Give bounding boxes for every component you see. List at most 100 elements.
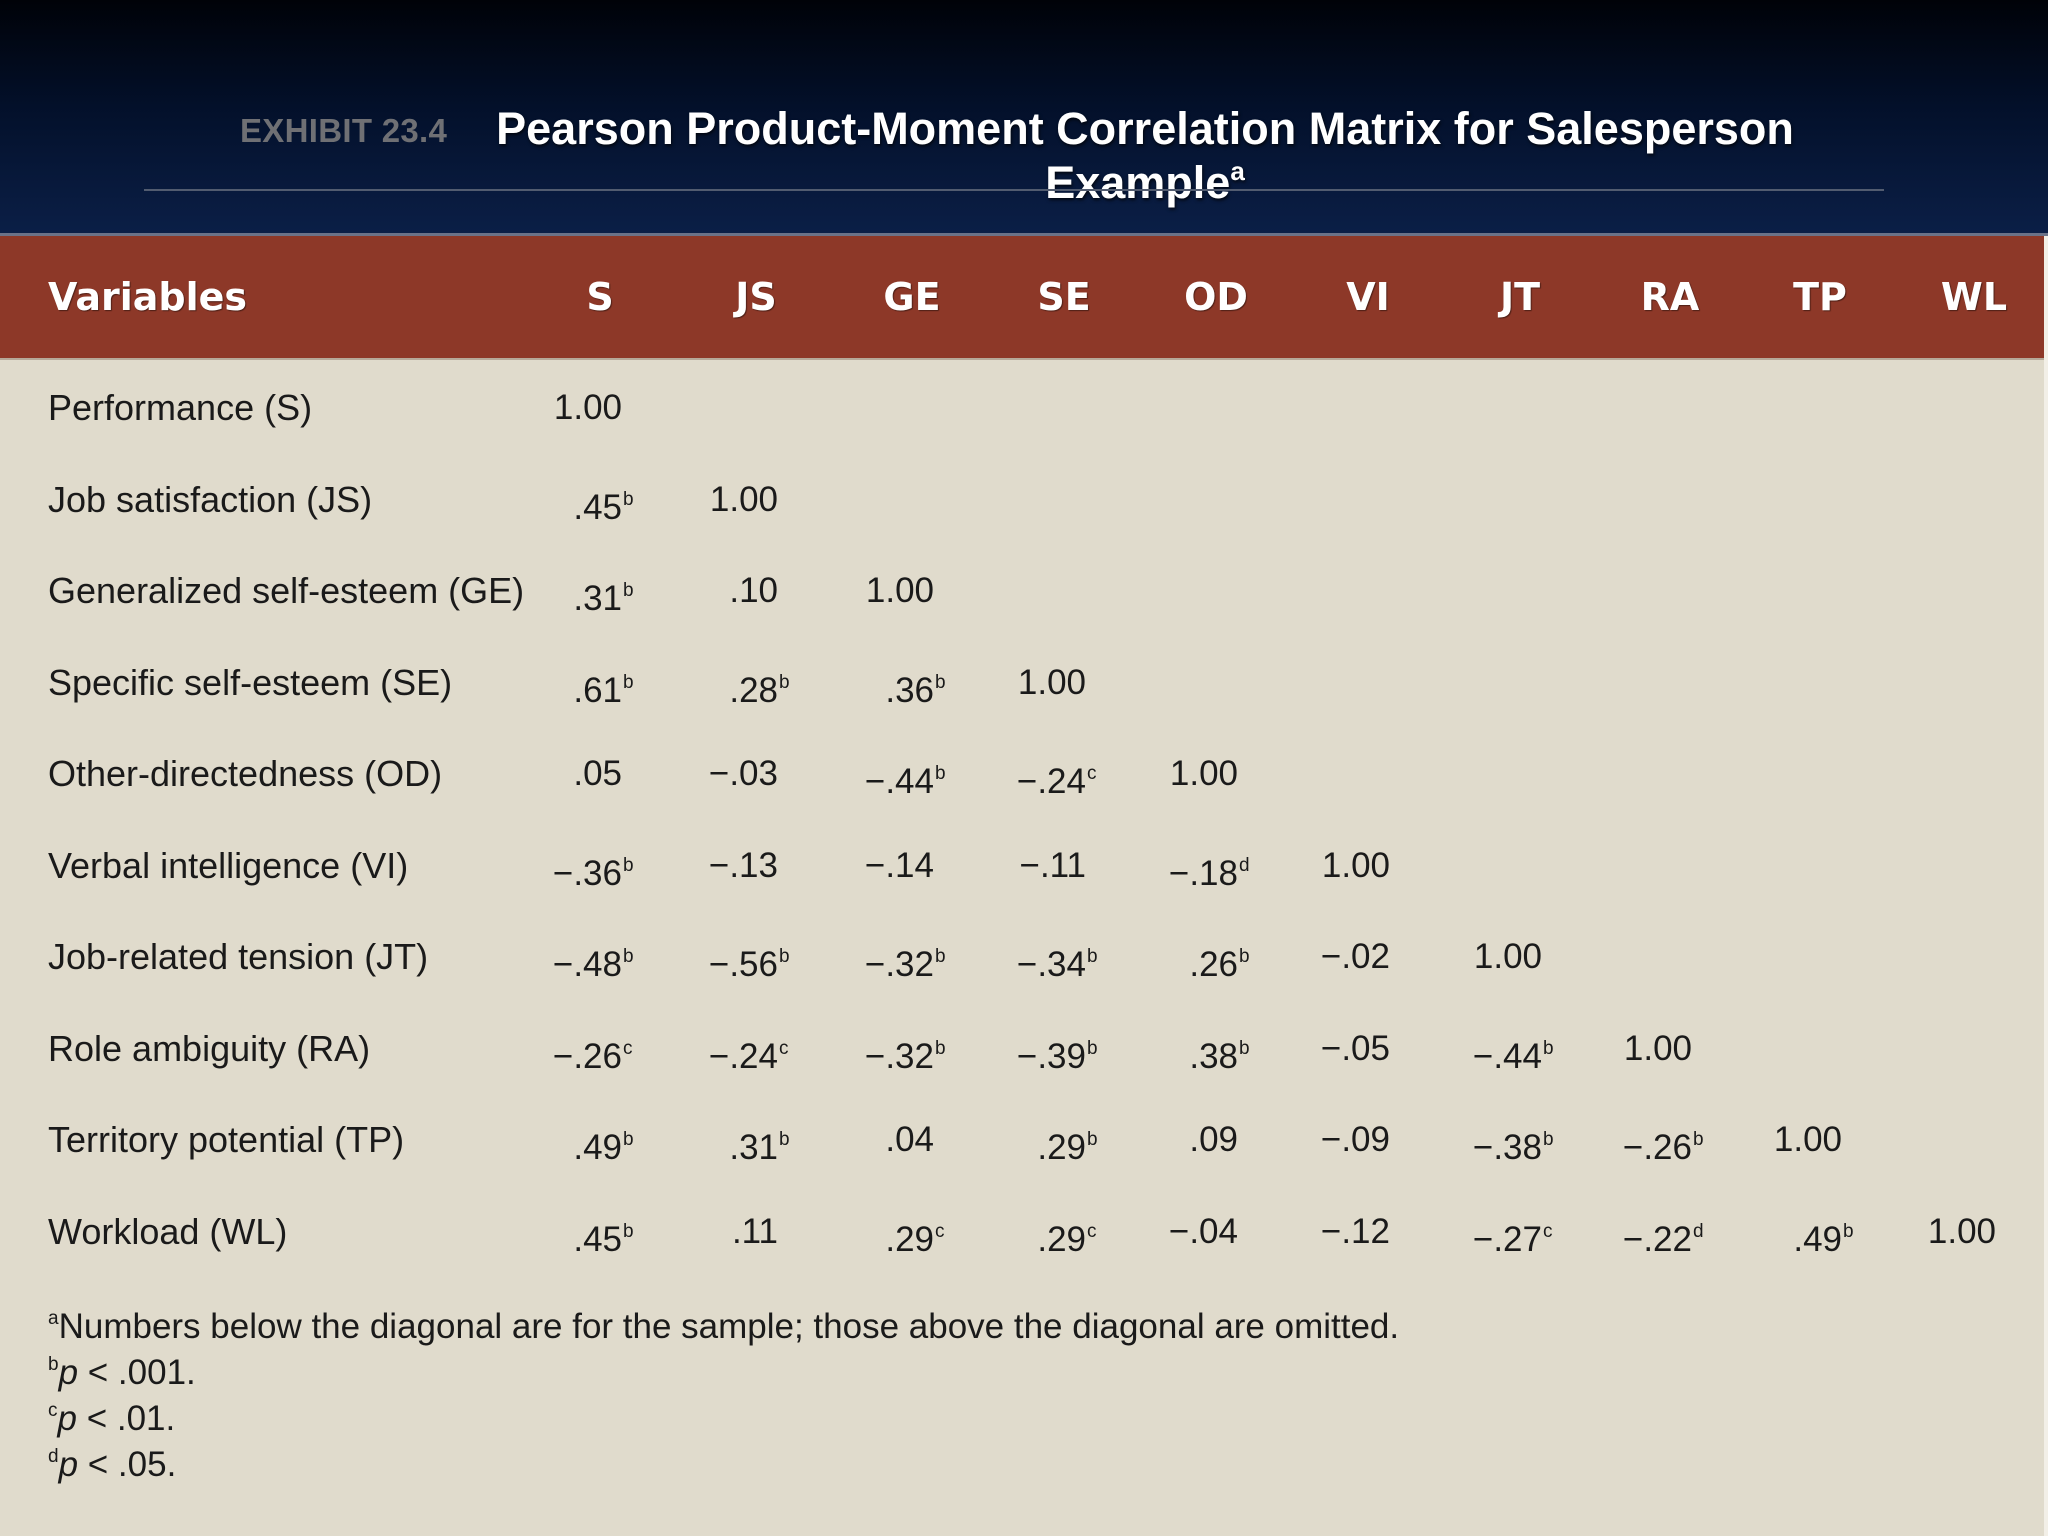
- column-header-wl: WL: [1940, 275, 2008, 319]
- cell-value: 1.00: [1773, 1120, 1842, 1159]
- table-cell: −.03: [686, 728, 826, 820]
- table-cell: .61b: [530, 637, 670, 729]
- table-cell: 1.00: [1600, 1003, 1740, 1095]
- column-header-s: S: [586, 275, 614, 319]
- significance-mark: b: [623, 671, 634, 693]
- table-header-row: Variables S JS GE SE OD VI JT RA TP WL: [0, 236, 2048, 360]
- significance-mark: b: [1087, 1129, 1098, 1150]
- table-cell: .26b: [1146, 911, 1286, 1003]
- table-cell: −.18d: [1146, 820, 1286, 912]
- cell-value: −.09: [1320, 1120, 1390, 1159]
- table-cell: .09: [1146, 1094, 1286, 1186]
- cell-value: −.32: [864, 945, 934, 984]
- table-cell: .49b: [1750, 1186, 1890, 1278]
- table-row: Other-directedness (OD) .05 −.03 −.44b −.24c…: [0, 728, 2048, 820]
- table-cell: .28b: [686, 637, 826, 729]
- table-cell: 1.00: [1750, 1094, 1890, 1186]
- header-band: EXHIBIT 23.4 Pearson Product-Moment Corr…: [0, 0, 2048, 236]
- table-cell: −.34b: [994, 911, 1134, 1003]
- significance-mark: c: [623, 1037, 633, 1059]
- table-row: Generalized self-esteem (GE) .31b .10 1.00: [0, 545, 2048, 637]
- p-symbol: p: [58, 1353, 79, 1392]
- significance-mark: b: [623, 946, 634, 967]
- p-symbol: p: [58, 1445, 79, 1484]
- cell-value: .31: [729, 1128, 778, 1167]
- row-label: Territory potential (TP): [48, 1119, 405, 1160]
- row-label: Workload (WL): [48, 1210, 288, 1252]
- column-header-tp: TP: [1793, 275, 1847, 319]
- cell-value: .38: [1189, 1036, 1238, 1076]
- row-label: Generalized self-esteem (GE): [48, 570, 525, 611]
- column-header-variables: Variables: [48, 275, 247, 319]
- significance-mark: c: [1087, 763, 1097, 784]
- table-cell: .45b: [530, 1186, 670, 1278]
- cell-value: −.44: [1472, 1036, 1542, 1076]
- table-cell: 1.00: [1146, 728, 1286, 820]
- cell-value: 1.00: [1321, 845, 1390, 885]
- cell-value: .28: [729, 670, 778, 710]
- footnote: dp < .05.: [48, 1434, 1399, 1484]
- column-header-ra: RA: [1640, 275, 1700, 319]
- cell-value: .10: [729, 571, 778, 610]
- column-header-js: JS: [735, 275, 777, 319]
- row-label: Verbal intelligence (VI): [48, 844, 409, 886]
- table-cell: −.24c: [994, 728, 1134, 820]
- exhibit-label: EXHIBIT 23.4: [240, 112, 448, 149]
- row-label: Performance (S): [48, 387, 313, 428]
- table-cell: 1.00: [686, 454, 826, 546]
- cell-value: −.05: [1320, 1028, 1390, 1068]
- significance-mark: b: [779, 946, 790, 967]
- table-cell: .29b: [994, 1094, 1134, 1186]
- significance-mark: b: [935, 763, 946, 784]
- table-cell: .31b: [530, 545, 670, 637]
- table-cell: −.39b: [994, 1003, 1134, 1095]
- cell-value: 1.00: [1623, 1028, 1692, 1068]
- table-cell: .31b: [686, 1094, 826, 1186]
- significance-mark: b: [1087, 946, 1098, 967]
- table-cell: .45b: [530, 454, 670, 546]
- cell-value: −.14: [864, 845, 934, 885]
- cell-value: .05: [573, 754, 622, 793]
- table-cell: −.48b: [530, 911, 670, 1003]
- cell-value: −.39: [1016, 1036, 1086, 1076]
- table-cell: −.26b: [1600, 1094, 1740, 1186]
- table-cell: −.05: [1298, 1003, 1438, 1095]
- cell-value: 1.00: [1927, 1211, 1996, 1251]
- row-label: Other-directedness (OD): [48, 753, 443, 794]
- cell-value: −.13: [708, 845, 778, 885]
- cell-value: −.27: [1472, 1219, 1542, 1259]
- table-cell: .10: [686, 545, 826, 637]
- column-header-vi: VI: [1346, 275, 1390, 319]
- table-cell: −.14: [842, 820, 982, 912]
- significance-mark: b: [623, 580, 634, 601]
- significance-mark: b: [1843, 1220, 1854, 1242]
- header-divider: [0, 233, 2048, 236]
- cell-value: −.22: [1622, 1219, 1692, 1259]
- table-row: Job-related tension (JT) −.48b −.56b −.32b −…: [0, 911, 2048, 1003]
- significance-mark: c: [935, 1220, 945, 1242]
- significance-mark: b: [1543, 1129, 1554, 1150]
- cell-value: .29: [1037, 1219, 1086, 1259]
- table-cell: −.24c: [686, 1003, 826, 1095]
- footnote-text: < .01.: [76, 1399, 176, 1438]
- cell-value: .61: [573, 670, 622, 710]
- table-cell: .29c: [994, 1186, 1134, 1278]
- significance-mark: c: [1087, 1220, 1097, 1242]
- column-header-ge: GE: [883, 275, 941, 319]
- cell-value: 1.00: [1017, 662, 1086, 702]
- cell-value: −.48: [552, 945, 622, 984]
- significance-mark: b: [935, 671, 946, 693]
- footnote-text: < .001.: [78, 1353, 196, 1392]
- significance-mark: d: [1239, 854, 1250, 876]
- table-cell: −.44b: [842, 728, 982, 820]
- table-cell: 1.00: [1904, 1186, 2044, 1278]
- column-header-od: OD: [1184, 275, 1248, 319]
- title-text: Pearson Product-Moment Correlation Matri…: [496, 103, 1794, 208]
- table-cell: 1.00: [842, 545, 982, 637]
- cell-value: −.12: [1320, 1211, 1390, 1251]
- cell-value: −.03: [708, 754, 778, 793]
- row-label: Role ambiguity (RA): [48, 1027, 371, 1069]
- significance-mark: b: [1087, 1037, 1098, 1059]
- footnote-mark: b: [48, 1354, 59, 1375]
